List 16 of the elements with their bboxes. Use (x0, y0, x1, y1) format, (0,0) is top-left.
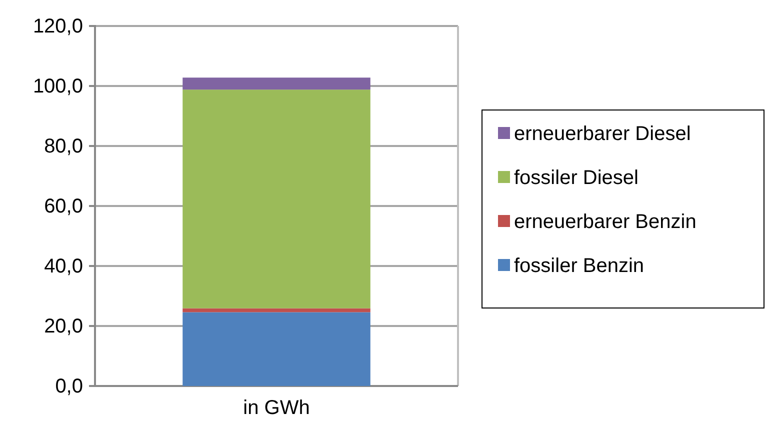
bar (182, 312, 370, 386)
legend-label: erneuerbarer Diesel (514, 123, 691, 145)
y-tick-label: 60,0 (44, 195, 83, 218)
y-tick-label: 20,0 (44, 315, 83, 338)
y-tick-label: 100,0 (32, 75, 83, 98)
bar (182, 308, 370, 312)
y-tick-label: 0,0 (55, 375, 83, 398)
y-tick-label: 120,0 (32, 15, 83, 38)
legend-label: fossiler Diesel (514, 167, 638, 189)
y-tick-label: 80,0 (44, 135, 83, 158)
y-tick-label: 40,0 (44, 255, 83, 278)
bar (182, 90, 370, 308)
legend-label: erneuerbarer Benzin (514, 211, 696, 233)
bar (182, 78, 370, 90)
x-tick-label: in GWh (243, 397, 310, 420)
legend-label: fossiler Benzin (514, 255, 644, 277)
